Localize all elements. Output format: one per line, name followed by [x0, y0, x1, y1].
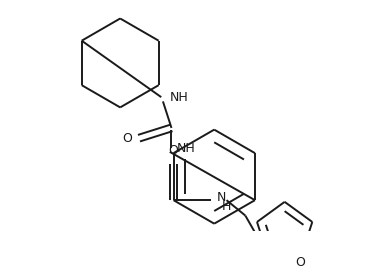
Text: O: O — [169, 144, 179, 157]
Text: O: O — [295, 256, 305, 268]
Text: N: N — [216, 191, 226, 204]
Text: NH: NH — [177, 142, 195, 155]
Text: H: H — [222, 200, 231, 213]
Text: NH: NH — [170, 91, 189, 104]
Text: O: O — [122, 132, 132, 145]
